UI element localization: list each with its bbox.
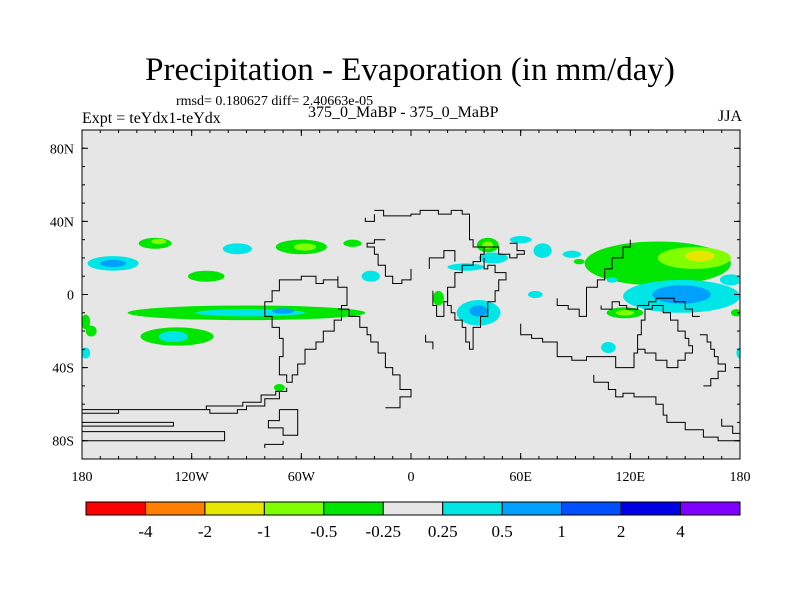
x-tick-label: 180 bbox=[730, 470, 751, 485]
coastline bbox=[264, 275, 348, 383]
colorbar-swatch bbox=[620, 501, 682, 516]
left-subtitle: Expt = teYdx1-teYdx bbox=[82, 110, 221, 127]
colorbar-swatch bbox=[501, 501, 563, 516]
anomaly-region bbox=[82, 314, 91, 330]
coastline bbox=[425, 334, 434, 350]
stats-text: rmsd= 0.180627 diff= 2.40663e-05 bbox=[176, 94, 374, 109]
anomaly-region bbox=[222, 243, 252, 255]
colorbar-label: -0.5 bbox=[310, 522, 337, 541]
colorbar-label: 1 bbox=[557, 522, 566, 541]
coastline bbox=[82, 421, 174, 427]
anomaly-region bbox=[533, 243, 552, 258]
coastline bbox=[593, 374, 740, 442]
colorbar-swatch bbox=[680, 501, 741, 516]
anomaly-region bbox=[562, 250, 581, 258]
anomaly-layer bbox=[82, 236, 740, 392]
colorbar-label: 0.5 bbox=[492, 522, 513, 541]
colorbar-swatch bbox=[85, 501, 146, 516]
y-tick-label: 40N bbox=[50, 215, 74, 230]
anomaly-region bbox=[100, 259, 126, 268]
coastline bbox=[82, 431, 226, 442]
anomaly-region bbox=[273, 384, 285, 392]
coastline bbox=[432, 290, 449, 317]
colorbar: -4 -2 -1 -0.5 -0.25 0.25 0.5 1 2 4 bbox=[85, 501, 741, 541]
coastline bbox=[374, 209, 507, 350]
anomaly-region bbox=[361, 270, 380, 282]
coastline bbox=[480, 242, 525, 259]
x-axis: 180 120W 60W 0 60E 120E 180 bbox=[72, 130, 751, 485]
colorbar-swatch bbox=[263, 501, 325, 516]
anomaly-region bbox=[343, 239, 362, 247]
anomaly-region bbox=[469, 305, 488, 317]
coastline bbox=[556, 239, 631, 317]
anomaly-region bbox=[730, 309, 740, 317]
colorbar-label: -2 bbox=[198, 522, 212, 541]
y-tick-label: 40S bbox=[52, 362, 74, 377]
x-tick-label: 180 bbox=[72, 470, 93, 485]
right-subtitle: JJA bbox=[717, 108, 742, 125]
x-tick-label: 60E bbox=[509, 470, 532, 485]
anomaly-region bbox=[82, 347, 91, 359]
anomaly-region bbox=[188, 270, 225, 282]
coastline bbox=[264, 440, 284, 448]
center-subtitle: 375_0_MaBP - 375_0_MaBP bbox=[308, 104, 499, 121]
anomaly-region bbox=[509, 236, 532, 244]
anomaly-region bbox=[685, 250, 715, 262]
coastline bbox=[721, 418, 740, 434]
anomaly-region bbox=[652, 285, 711, 304]
anomaly-region bbox=[736, 347, 740, 359]
colorbar-label: -4 bbox=[138, 522, 153, 541]
anomaly-region bbox=[615, 310, 634, 316]
anomaly-region bbox=[719, 274, 740, 286]
colorbar-label: 4 bbox=[676, 522, 685, 541]
coastline bbox=[699, 334, 726, 387]
anomaly-region bbox=[432, 290, 444, 306]
colorbar-swatch bbox=[144, 501, 206, 516]
anomaly-region bbox=[85, 325, 97, 337]
chart-title: Precipitation - Evaporation (in mm/day) bbox=[145, 52, 675, 88]
x-tick-label: 120W bbox=[175, 470, 210, 485]
anomaly-region bbox=[601, 342, 616, 353]
anomaly-region bbox=[573, 258, 585, 265]
anomaly-region bbox=[527, 290, 543, 299]
colorbar-swatch bbox=[561, 501, 622, 516]
x-tick-label: 0 bbox=[408, 470, 415, 485]
y-tick-label: 80N bbox=[50, 142, 74, 157]
anomaly-region bbox=[447, 263, 485, 271]
anomaly-region bbox=[272, 308, 295, 314]
anomaly-region bbox=[151, 238, 167, 245]
x-tick-label: 60W bbox=[288, 470, 316, 485]
coastline bbox=[364, 214, 375, 222]
coastline bbox=[428, 250, 456, 269]
colorbar-label: 2 bbox=[617, 522, 626, 541]
x-tick-label: 120E bbox=[616, 470, 646, 485]
y-tick-label: 80S bbox=[52, 435, 74, 450]
coastline bbox=[600, 297, 700, 317]
coastline bbox=[267, 409, 299, 436]
colorbar-swatch bbox=[204, 501, 265, 516]
colorbar-swatch bbox=[442, 501, 503, 516]
colorbar-swatch bbox=[382, 501, 444, 516]
coastline bbox=[520, 305, 693, 369]
anomaly-region bbox=[294, 243, 316, 251]
colorbar-label: -0.25 bbox=[366, 522, 401, 541]
colorbar-label: 0.25 bbox=[428, 522, 458, 541]
coastline-layer bbox=[82, 209, 740, 448]
y-tick-label: 0 bbox=[67, 289, 74, 304]
colorbar-swatch bbox=[323, 501, 384, 516]
coastline bbox=[82, 387, 288, 414]
anomaly-region bbox=[478, 252, 508, 264]
colorbar-label: -1 bbox=[257, 522, 271, 541]
y-axis: 80N 40N 0 40S 80S bbox=[50, 142, 740, 450]
coastline bbox=[337, 308, 412, 409]
anomaly-region bbox=[606, 277, 618, 283]
coastline bbox=[366, 239, 412, 284]
anomaly-region bbox=[158, 331, 189, 343]
